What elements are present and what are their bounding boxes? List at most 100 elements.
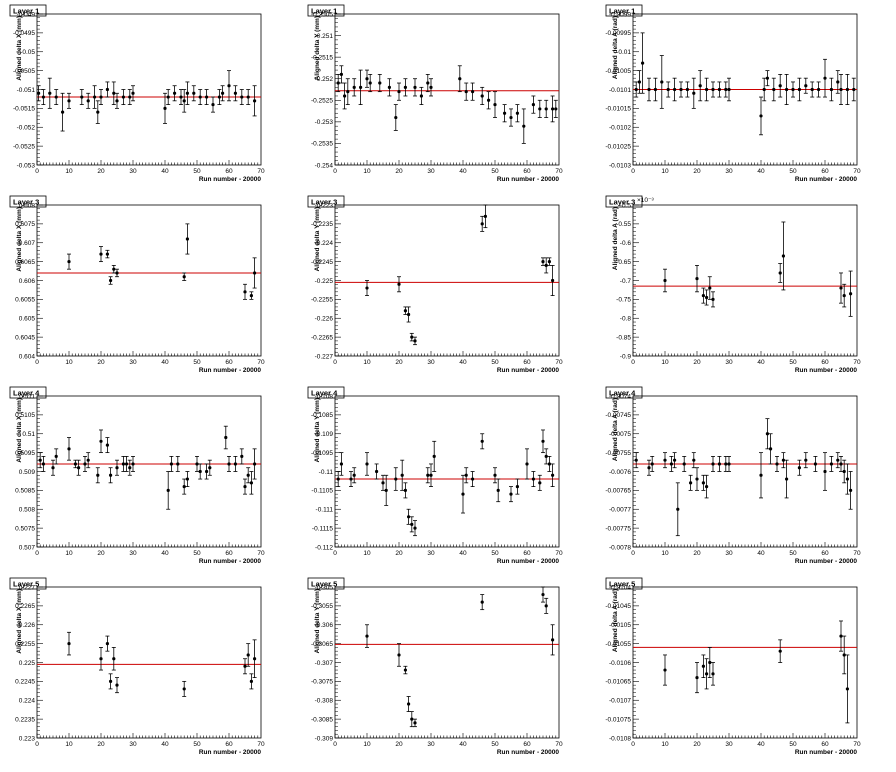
- data-point: [647, 77, 651, 102]
- scatter-chart: Layer 5 0 10 20 30 40 50 60 70 -0.305 -0.3055 -0.30…: [307, 577, 563, 756]
- data-point: [637, 70, 642, 94]
- x-tick-label: 30: [129, 550, 137, 557]
- x-tick-label: 20: [395, 550, 403, 557]
- point-marker: [233, 91, 237, 95]
- point-marker: [538, 481, 542, 485]
- point-marker: [67, 260, 71, 264]
- y-multiplier: ×10⁻³: [637, 197, 654, 204]
- data-point: [246, 467, 251, 484]
- point-marker: [538, 107, 542, 111]
- plot-frame: [334, 13, 560, 166]
- data-point: [377, 74, 382, 93]
- x-axis-label: Run number - 20000: [199, 367, 262, 374]
- x-tick-label: 40: [161, 741, 169, 748]
- y-tick-label: -0.00775: [605, 525, 631, 532]
- data-point: [493, 467, 497, 484]
- y-tick-label: -0.252: [315, 76, 334, 83]
- point-marker: [403, 85, 407, 89]
- point-marker: [429, 85, 433, 89]
- data-point: [211, 96, 215, 113]
- x-axis-label: Run number - 20000: [497, 176, 560, 183]
- point-marker: [426, 81, 430, 85]
- point-marker: [836, 458, 840, 462]
- point-marker: [368, 81, 372, 85]
- data-point: [839, 74, 843, 105]
- data-point: [470, 82, 475, 101]
- x-tick-label: 0: [333, 168, 337, 175]
- y-tick-label: 0.2245: [15, 679, 35, 686]
- data-point: [675, 482, 680, 537]
- data-point: [227, 456, 231, 472]
- point-marker: [692, 458, 696, 462]
- point-marker: [708, 286, 712, 290]
- data-point: [541, 586, 545, 603]
- x-tick-label: 60: [225, 168, 233, 175]
- data-point: [252, 639, 257, 678]
- data-point: [685, 81, 690, 98]
- title-box: [605, 4, 643, 17]
- point-marker: [522, 124, 526, 128]
- y-tick-label: -0.109: [315, 431, 334, 438]
- data-point: [672, 452, 677, 469]
- data-point: [243, 658, 247, 675]
- title-box: [9, 386, 47, 399]
- data-point: [823, 452, 827, 491]
- data-point: [835, 70, 840, 94]
- point-marker: [185, 237, 189, 241]
- data-point: [406, 696, 411, 712]
- x-tick-label: 60: [523, 168, 531, 175]
- point-marker: [483, 214, 487, 218]
- point-marker: [182, 275, 186, 279]
- point-marker: [77, 466, 81, 470]
- x-tick-label: 30: [725, 741, 733, 748]
- data-point: [695, 265, 699, 293]
- point-marker: [836, 80, 840, 84]
- point-marker: [352, 473, 356, 477]
- scatter-chart: Layer 5 0 10 20 30 40 50 60 70 -0.0104 -0.01045 -0.…: [605, 577, 861, 756]
- plot-panel: Layer 5 0 10 20 30 40 50 60 70 0.227 0.2265 0.226 0.…: [0, 573, 298, 764]
- y-tick-label: -0.0107: [609, 698, 631, 705]
- data-point: [813, 456, 818, 472]
- scatter-chart: Layer 1 0 10 20 30 40 50 60 70 -0.2505 -0.251 -0.25…: [307, 4, 563, 183]
- data-point: [531, 471, 536, 487]
- chart-title: Layer 4: [609, 389, 636, 398]
- plot-panel: Layer 3 0 10 20 30 40 50 60 70 0.608 0.6075 0.607 0.…: [0, 191, 298, 382]
- data-point: [711, 291, 715, 308]
- x-tick-label: 50: [491, 359, 499, 366]
- x-tick-label: 0: [333, 550, 337, 557]
- data-point: [397, 276, 401, 293]
- x-tick-label: 20: [97, 741, 105, 748]
- y-tick-label: -0.01005: [605, 68, 631, 75]
- point-marker: [515, 111, 519, 115]
- point-marker: [698, 84, 702, 88]
- data-point: [246, 89, 251, 105]
- y-tick-label: -0.8: [620, 316, 632, 323]
- scatter-chart: Layer 3 0 10 20 30 40 50 60 70 -0.5 -0.55 -0.6 -0.65…: [605, 195, 861, 374]
- data-point: [553, 99, 558, 118]
- point-marker: [166, 95, 170, 99]
- point-marker: [829, 87, 833, 92]
- point-marker: [842, 653, 846, 657]
- x-tick-label: 70: [555, 359, 563, 366]
- point-marker: [381, 481, 385, 485]
- data-point: [797, 77, 802, 102]
- data-point: [397, 82, 401, 101]
- y-tick-label: 0.225: [19, 660, 36, 667]
- point-marker: [551, 638, 555, 642]
- point-marker: [192, 91, 196, 95]
- data-point: [701, 287, 706, 304]
- data-point: [409, 711, 414, 728]
- point-marker: [38, 458, 42, 462]
- plot-frame: [334, 395, 560, 548]
- x-tick-label: 60: [523, 359, 531, 366]
- x-tick-label: 40: [757, 168, 765, 175]
- point-marker: [852, 87, 856, 92]
- data-point: [531, 95, 536, 114]
- y-tick-label: -0.2245: [311, 259, 333, 266]
- x-tick-label: 70: [257, 168, 265, 175]
- data-point: [717, 456, 722, 472]
- x-tick-label: 50: [193, 741, 201, 748]
- data-point: [115, 92, 119, 109]
- point-marker: [394, 115, 398, 120]
